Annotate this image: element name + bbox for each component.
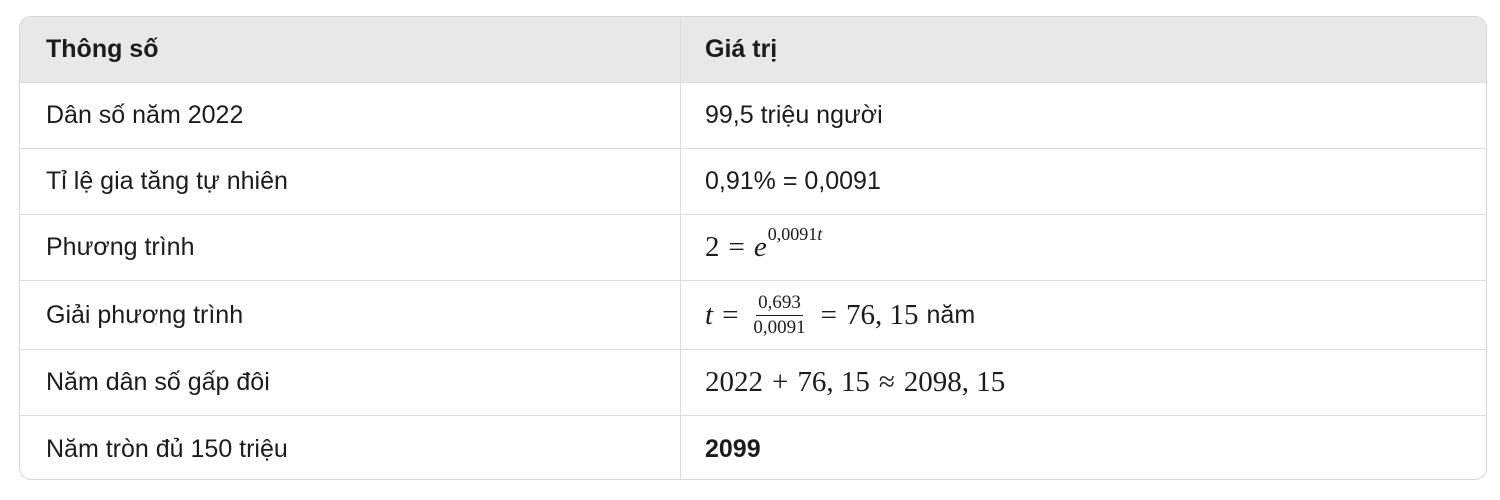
table-row: Tỉ lệ gia tăng tự nhiên 0,91% = 0,0091 bbox=[20, 149, 1486, 215]
math-result: 76, 15 bbox=[846, 298, 919, 331]
row-label: Giải phương trình bbox=[20, 281, 681, 349]
data-table: Thông số Giá trị Dân số năm 2022 99,5 tr… bbox=[19, 16, 1487, 480]
table-row: Giải phương trình t = 0,693 0,0091 = 76,… bbox=[20, 281, 1486, 350]
solution-value: t = 0,693 0,0091 = 76, 15 năm bbox=[681, 281, 1486, 349]
equation-formula: 2 = e 0,0091t bbox=[705, 224, 822, 264]
math-term-a: 2022 bbox=[705, 366, 763, 398]
math-unit: năm bbox=[926, 300, 976, 329]
math-exponent-var: t bbox=[817, 224, 823, 244]
math-fraction: 0,693 0,0091 bbox=[751, 292, 807, 338]
math-exponent-number: 0,0091 bbox=[767, 224, 818, 244]
math-equals: = bbox=[728, 231, 745, 263]
row-label: Dân số năm 2022 bbox=[20, 83, 681, 148]
math-plus: + bbox=[772, 366, 789, 398]
table-row: Năm tròn đủ 150 triệu 2099 bbox=[20, 416, 1486, 479]
row-value: 2099 bbox=[705, 434, 761, 463]
row-label: Phương trình bbox=[20, 215, 681, 280]
row-label: Năm tròn đủ 150 triệu bbox=[20, 416, 681, 479]
row-value: 0,91% = 0,0091 bbox=[705, 167, 881, 195]
doubling-year-value: 2022 + 76, 15 ≈ 2098, 15 bbox=[681, 350, 1486, 415]
math-equals: = bbox=[722, 298, 739, 331]
table-row: Dân số năm 2022 99,5 triệu người bbox=[20, 83, 1486, 149]
row-label: Năm dân số gấp đôi bbox=[20, 350, 681, 415]
math-equals: = bbox=[820, 298, 838, 331]
math-result: 2098, 15 bbox=[903, 366, 1006, 398]
math-exponent: 0,0091t bbox=[768, 224, 823, 245]
table-row: Phương trình 2 = e 0,0091t bbox=[20, 215, 1486, 281]
math-var: t bbox=[705, 298, 714, 331]
math-term-b: 76, 15 bbox=[797, 366, 870, 398]
math-numerator: 0,693 bbox=[756, 292, 803, 316]
table-header-row: Thông số Giá trị bbox=[20, 17, 1486, 83]
row-value: 99,5 triệu người bbox=[705, 101, 883, 129]
header-value: Giá trị bbox=[705, 35, 778, 63]
row-label: Tỉ lệ gia tăng tự nhiên bbox=[20, 149, 681, 214]
doubling-formula: 2022 + 76, 15 ≈ 2098, 15 bbox=[705, 366, 1005, 399]
header-parameter: Thông số bbox=[20, 17, 681, 82]
solution-formula: t = 0,693 0,0091 = 76, 15 bbox=[705, 292, 919, 338]
math-approx: ≈ bbox=[878, 366, 895, 398]
math-denominator: 0,0091 bbox=[753, 316, 806, 338]
math-base: e bbox=[753, 231, 767, 263]
math-lhs: 2 bbox=[705, 231, 720, 263]
equation-value: 2 = e 0,0091t bbox=[681, 215, 1486, 280]
table-row: Năm dân số gấp đôi 2022 + 76, 15 ≈ 2098,… bbox=[20, 350, 1486, 416]
